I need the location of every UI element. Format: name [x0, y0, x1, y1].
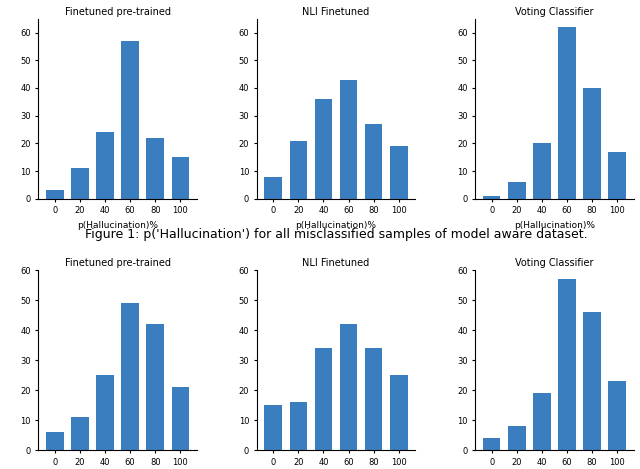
Title: NLI Finetuned: NLI Finetuned: [302, 258, 370, 268]
Bar: [533, 144, 550, 199]
Bar: [609, 151, 626, 199]
Bar: [172, 157, 189, 199]
Text: Figure 1: p('Hallucination') for all misclassified samples of model aware datase: Figure 1: p('Hallucination') for all mis…: [84, 228, 588, 241]
Bar: [340, 324, 357, 450]
Title: Voting Classifier: Voting Classifier: [515, 7, 594, 16]
Bar: [365, 124, 383, 199]
Bar: [508, 182, 525, 199]
Title: NLI Finetuned: NLI Finetuned: [302, 7, 370, 16]
Title: Finetuned pre-trained: Finetuned pre-trained: [65, 7, 170, 16]
Bar: [390, 375, 408, 450]
Bar: [122, 41, 139, 199]
Bar: [340, 80, 357, 199]
Bar: [558, 27, 576, 199]
X-axis label: p(Hallucination)%: p(Hallucination)%: [514, 221, 595, 230]
Bar: [558, 280, 576, 450]
Bar: [483, 438, 500, 450]
Title: Finetuned pre-trained: Finetuned pre-trained: [65, 258, 170, 268]
Title: Voting Classifier: Voting Classifier: [515, 258, 594, 268]
Bar: [46, 190, 63, 199]
Bar: [71, 417, 89, 450]
Bar: [96, 375, 114, 450]
Bar: [390, 146, 408, 199]
Bar: [315, 99, 332, 199]
Bar: [147, 324, 164, 450]
X-axis label: p(Hallucination)%: p(Hallucination)%: [77, 221, 158, 230]
Bar: [365, 348, 383, 450]
Bar: [96, 132, 114, 199]
Bar: [46, 432, 63, 450]
X-axis label: p(Hallucination)%: p(Hallucination)%: [296, 221, 376, 230]
Bar: [583, 312, 601, 450]
Bar: [289, 402, 307, 450]
Bar: [122, 303, 139, 450]
Bar: [609, 381, 626, 450]
Bar: [483, 196, 500, 199]
Bar: [583, 88, 601, 199]
Bar: [71, 168, 89, 199]
Bar: [264, 176, 282, 199]
Bar: [315, 348, 332, 450]
Bar: [264, 405, 282, 450]
Bar: [172, 387, 189, 450]
Bar: [289, 141, 307, 199]
Bar: [508, 426, 525, 450]
Bar: [533, 393, 550, 450]
Bar: [147, 138, 164, 199]
